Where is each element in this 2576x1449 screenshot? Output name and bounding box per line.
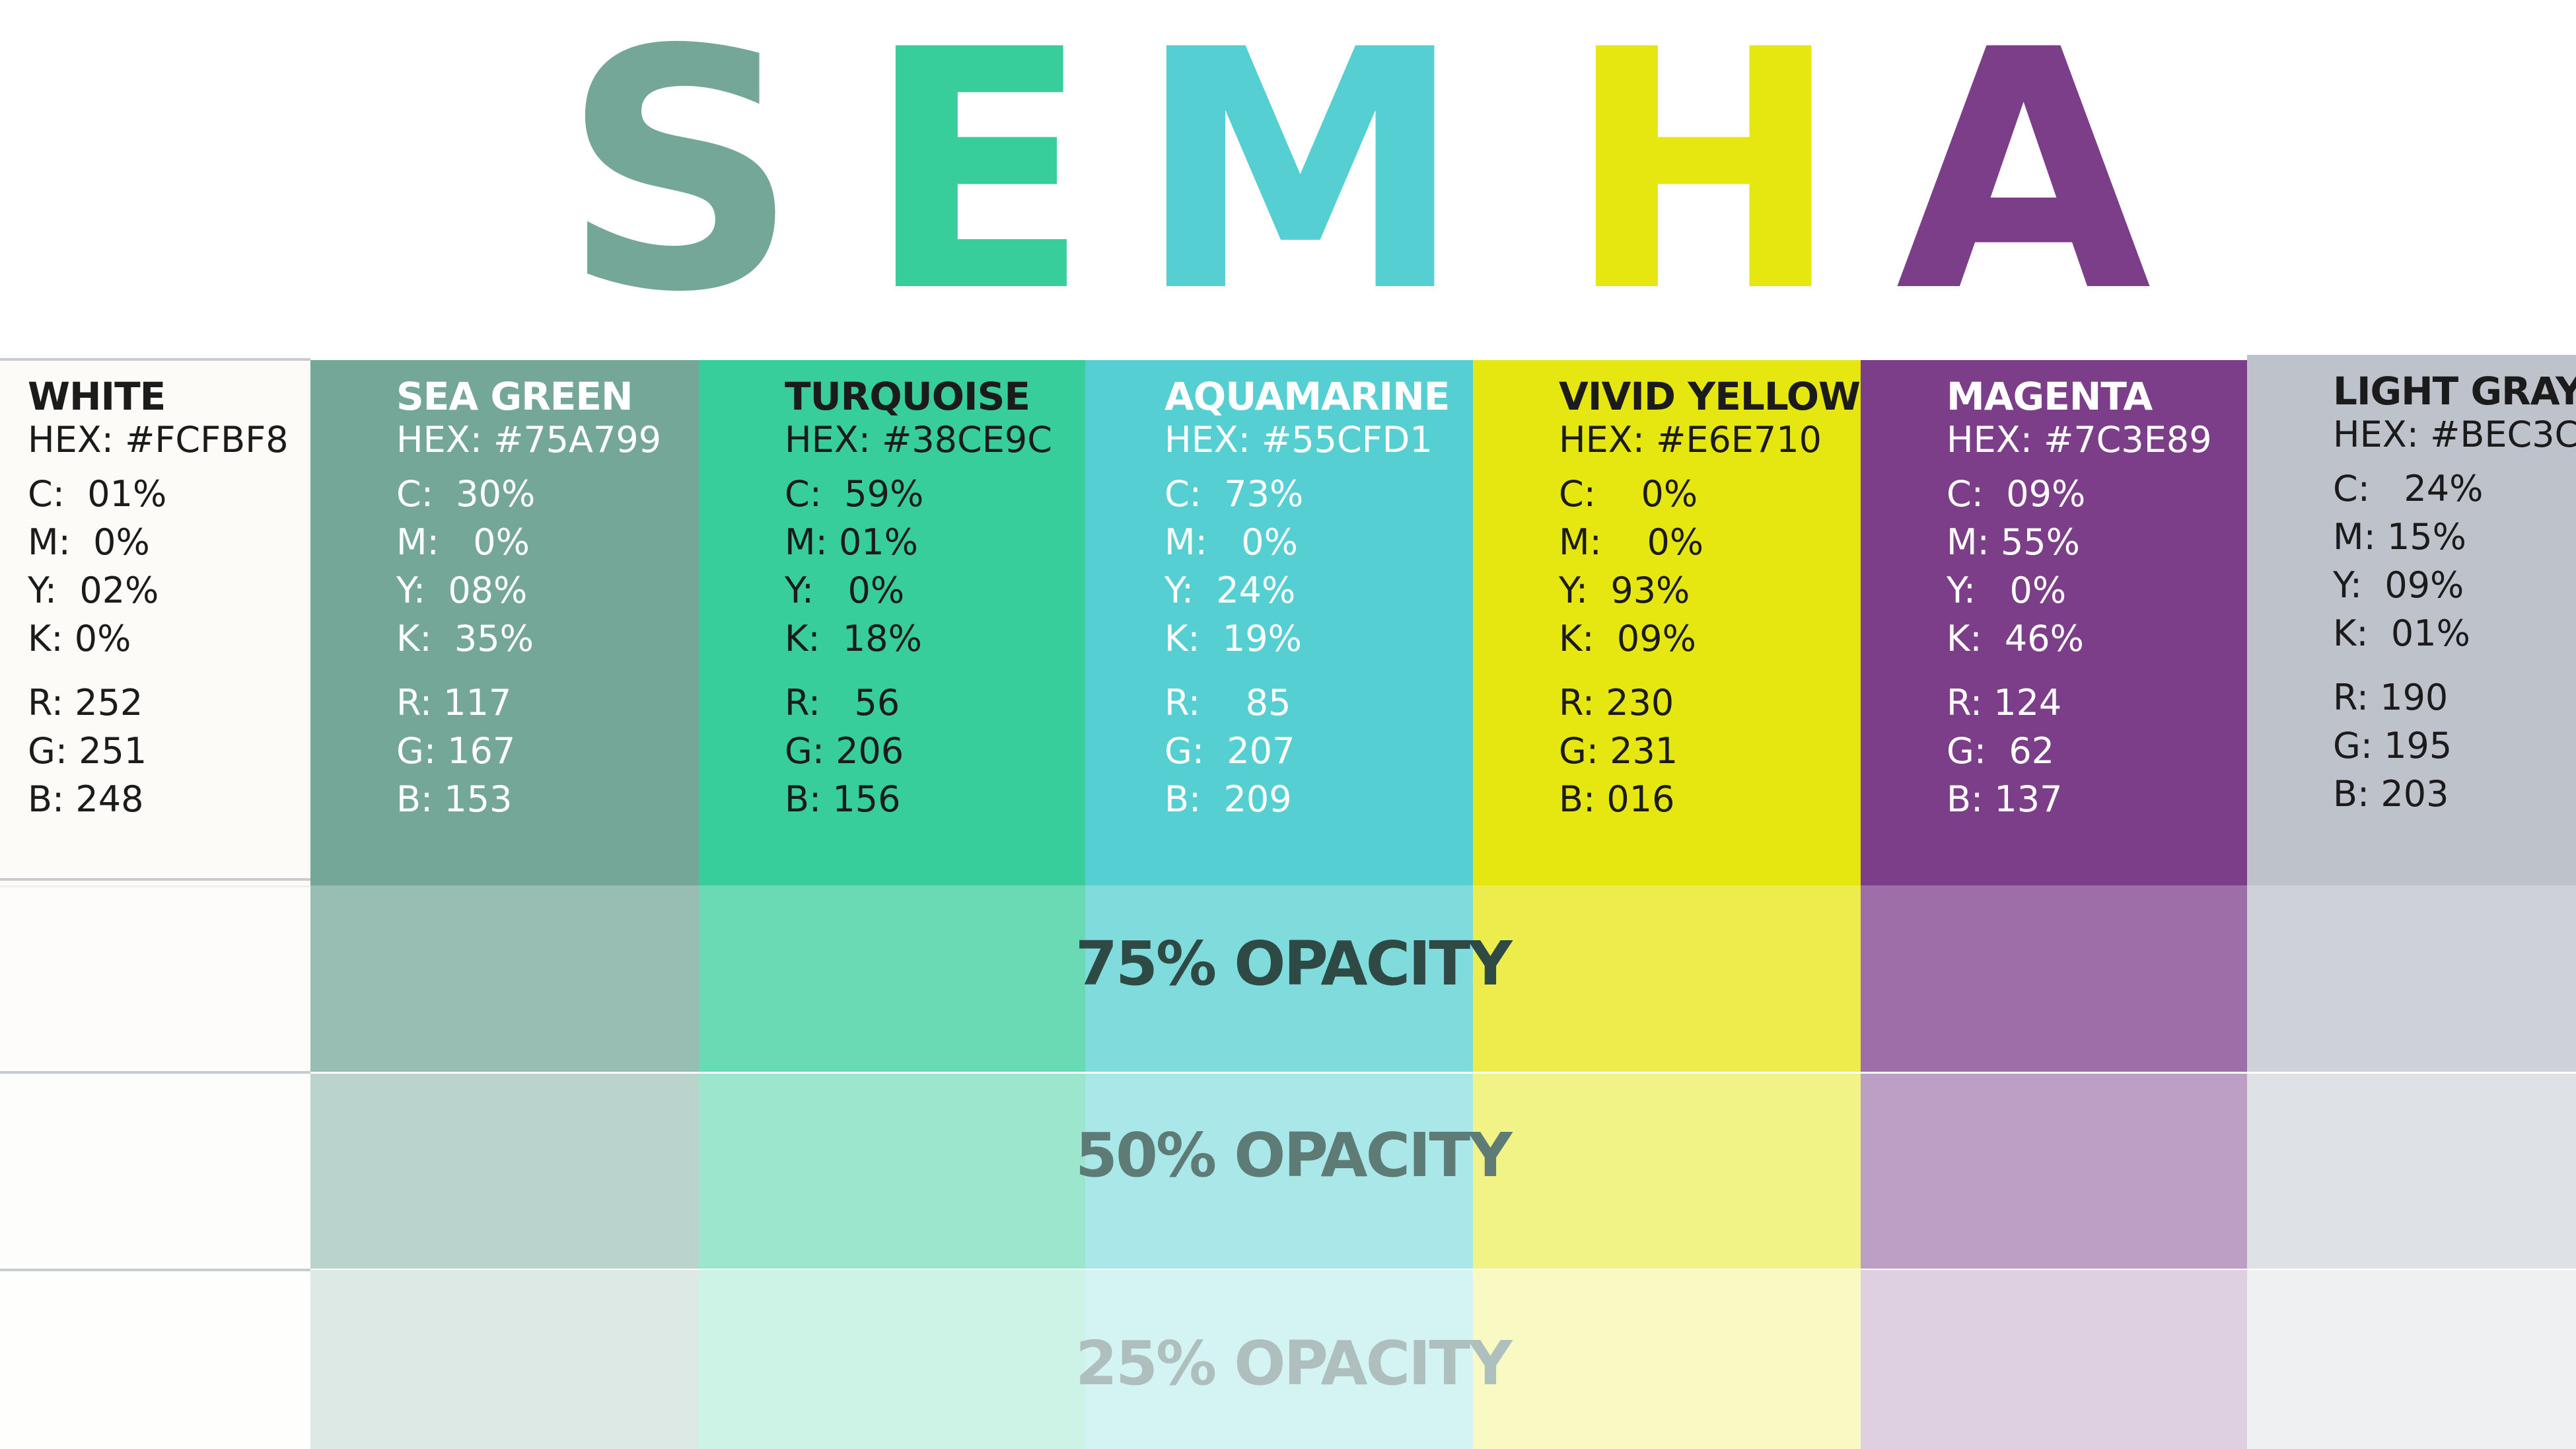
swatch-hex: HEX: #55CFD1 [1164,419,1433,461]
opacity-band-25 [0,1270,310,1449]
swatch-rgb: R: 252 G: 251 B: 248 [28,682,147,820]
swatch-cmyk: C: 0% M: 0% Y: 93% K: 09% [1559,473,1704,659]
divider-top [0,358,310,361]
swatch-vivid-yellow: VIVID YELLOW HEX: #E6E710 C: 0% M: 0% Y: 9… [1473,360,1861,1449]
title-letter-s: S [561,0,800,364]
swatch-rgb: R: 117 G: 167 B: 153 [396,682,516,820]
swatch-white: WHITE HEX: #FCFBF8 C: 01% M: 0% Y: 02% K: … [0,360,310,1449]
swatch-rgb: R: 190 G: 195 B: 203 [2333,677,2452,815]
opacity-label-25: 25% OPACITY [1075,1328,1513,1399]
swatch-name: TURQUOISE [785,374,1030,419]
divider-band-3 [0,1269,310,1271]
swatch-hex: HEX: #75A799 [396,419,662,461]
divider-band-2 [0,1071,310,1074]
opacity-band-25 [310,1270,699,1449]
opacity-band-25 [1085,1270,1473,1449]
swatch-cmyk: C: 09% M: 55% Y: 0% K: 46% [1947,473,2086,659]
swatch-name: VIVID YELLOW [1559,374,1861,419]
opacity-band-50 [1473,1074,1861,1269]
swatch-hex: HEX: #E6E710 [1559,419,1822,461]
opacity-band-75 [1861,885,2247,1072]
swatch-cmyk: C: 01% M: 0% Y: 02% K: 0% [28,473,167,659]
divider-band-1 [0,878,310,881]
swatch-rgb: R: 56 G: 206 B: 156 [785,682,904,820]
opacity-band-50 [1861,1074,2247,1269]
opacity-band-75 [310,885,699,1072]
opacity-band-50 [310,1074,699,1269]
swatch-rgb: R: 124 G: 62 B: 137 [1947,682,2063,820]
title-letter-e: E [865,0,1091,364]
swatch-solid: VIVID YELLOW HEX: #E6E710 C: 0% M: 0% Y: 9… [1473,360,1861,885]
swatch-sea-green: SEA GREEN HEX: #75A799 C: 30% M: 0% Y: 08%… [310,360,699,1449]
opacity-band-75 [2247,885,2576,1072]
swatch-cmyk: C: 30% M: 0% Y: 08% K: 35% [396,473,536,659]
swatch-name: SEA GREEN [396,374,633,419]
opacity-band-75 [699,885,1085,1072]
swatch-magenta: MAGENTA HEX: #7C3E89 C: 09% M: 55% Y: 0% K… [1861,360,2247,1449]
swatch-name: LIGHT GRAY [2333,369,2576,414]
swatch-cmyk: C: 73% M: 0% Y: 24% K: 19% [1164,473,1304,659]
opacity-band-50 [0,1074,310,1269]
swatch-cmyk: C: 24% M: 15% Y: 09% K: 01% [2333,468,2484,654]
swatch-name: MAGENTA [1947,374,2153,419]
swatch-solid: MAGENTA HEX: #7C3E89 C: 09% M: 55% Y: 0% K… [1861,360,2247,885]
swatch-solid: WHITE HEX: #FCFBF8 C: 01% M: 0% Y: 02% K: … [0,360,310,887]
opacity-label-75: 75% OPACITY [1075,928,1513,999]
swatch-name: AQUAMARINE [1164,374,1450,419]
swatch-solid: SEA GREEN HEX: #75A799 C: 30% M: 0% Y: 08%… [310,360,699,885]
title-letter-h: H [1565,0,1842,364]
opacity-band-75 [1473,885,1861,1072]
swatch-hex: HEX: #7C3E89 [1947,419,2212,461]
opacity-band-75 [0,885,310,1072]
opacity-label-50: 50% OPACITY [1075,1120,1513,1191]
swatch-rgb: R: 230 G: 231 B: 016 [1559,682,1678,820]
swatch-hex: HEX: #FCFBF8 [28,419,289,461]
swatch-name: WHITE [28,374,166,419]
opacity-band-50 [699,1074,1085,1269]
title-letter-a: A [1896,0,2151,364]
opacity-band-75 [1085,885,1473,1072]
opacity-band-50 [2247,1074,2576,1269]
swatch-aquamarine: AQUAMARINE HEX: #55CFD1 C: 73% M: 0% Y: 24… [1085,360,1473,1449]
swatch-solid: TURQUOISE HEX: #38CE9C C: 59% M: 01% Y: 0%… [699,360,1085,885]
opacity-band-25 [2247,1270,2576,1449]
opacity-band-50 [1085,1074,1473,1269]
swatch-rgb: R: 85 G: 207 B: 209 [1164,682,1295,820]
title-letter-m: M [1136,0,1465,364]
swatch-solid: AQUAMARINE HEX: #55CFD1 C: 73% M: 0% Y: 24… [1085,360,1473,885]
swatch-cmyk: C: 59% M: 01% Y: 0% K: 18% [785,473,924,659]
brand-title: S E M H A [0,0,2576,337]
swatch-hex: HEX: #38CE9C [785,419,1052,461]
opacity-band-25 [1861,1270,2247,1449]
swatch-turquoise: TURQUOISE HEX: #38CE9C C: 59% M: 01% Y: 0%… [699,360,1085,1449]
swatch-hex: HEX: #BEC3CB [2333,414,2576,455]
opacity-band-25 [1473,1270,1861,1449]
opacity-band-25 [699,1270,1085,1449]
